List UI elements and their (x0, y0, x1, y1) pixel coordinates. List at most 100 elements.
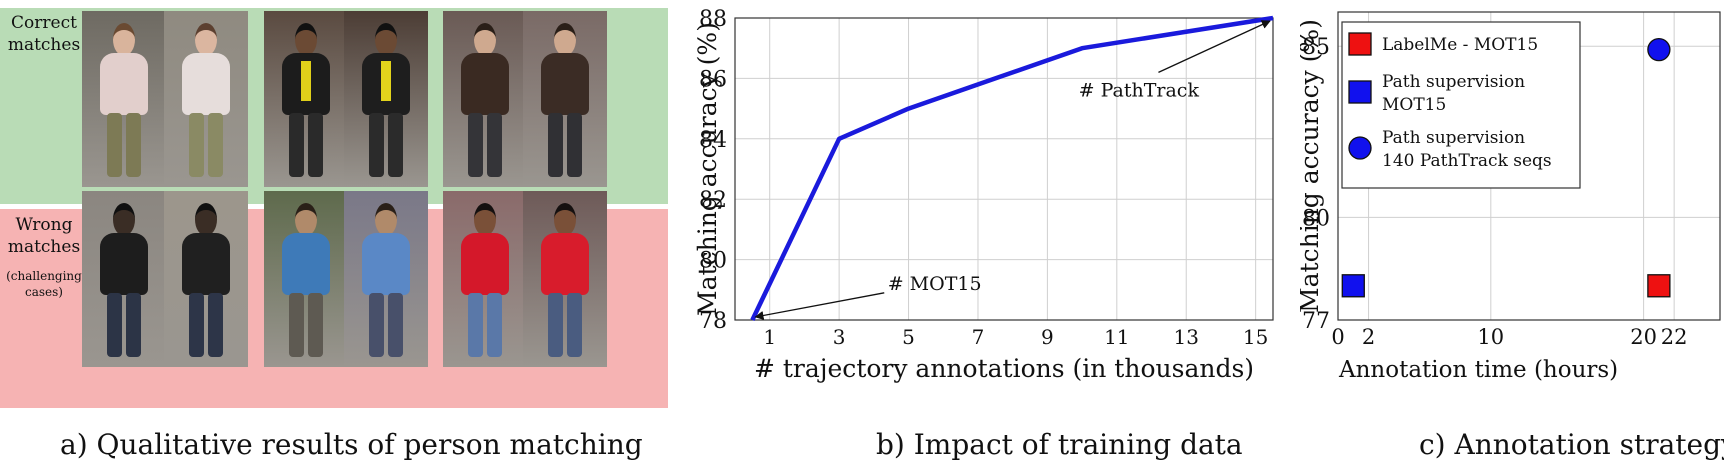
person-crop (164, 11, 248, 187)
legend-label: MOT15 (1382, 95, 1446, 115)
x-tick-label: 11 (1104, 325, 1129, 349)
person-torso (282, 233, 330, 295)
person-leg (487, 293, 502, 357)
person-crop (344, 191, 428, 367)
person-head (195, 203, 217, 236)
person-figure (276, 21, 336, 183)
panel-b-caption: b) Impact of training data (876, 428, 1243, 461)
panel-c-caption: c) Annotation strategy (1419, 428, 1724, 461)
person-figure (176, 21, 236, 183)
person-leg (107, 293, 122, 357)
person-figure (356, 201, 416, 363)
x-axis-label: Annotation time (hours) (1338, 357, 1618, 383)
x-tick-label: 22 (1661, 325, 1688, 349)
y-tick-label: 82 (699, 188, 727, 213)
legend-marker-square (1348, 32, 1372, 56)
person-figure (94, 201, 154, 363)
person-leg (468, 113, 483, 177)
person-torso (461, 53, 509, 115)
person-figure (356, 21, 416, 183)
person-head (375, 23, 397, 56)
wrong-note-line-2: cases) (25, 285, 63, 299)
person-head (474, 203, 496, 236)
scatter-point-square (1647, 274, 1671, 298)
person-torso (362, 233, 410, 295)
y-tick-label: 88 (699, 7, 727, 32)
person-crop (443, 191, 527, 367)
person-leg (126, 293, 141, 357)
person-crop (523, 191, 607, 367)
legend-label: 140 PathTrack seqs (1382, 151, 1552, 171)
legend: LabelMe - MOT15 Path supervision MOT15 Path… (1341, 21, 1581, 189)
x-tick-label: 7 (972, 325, 985, 349)
person-figure (455, 201, 515, 363)
person-leg (289, 113, 304, 177)
legend-box (1341, 21, 1581, 189)
x-tick-label: 0 (1331, 325, 1344, 349)
y-tick-label: 80 (699, 249, 727, 274)
wrong-label-line-1: Wrong (15, 215, 73, 235)
pathtrack-annotation: # PathTrack (1079, 79, 1200, 101)
person-figure (94, 21, 154, 183)
person-leg (468, 293, 483, 357)
person-leg (567, 293, 582, 357)
x-tick-label: 10 (1477, 325, 1504, 349)
person-torso (100, 233, 148, 295)
correct-label-line-1: Correct (11, 13, 77, 33)
person-leg (208, 113, 223, 177)
person-matching-panel: Correct matches Wrong matches (challengi… (0, 8, 668, 408)
person-torso (461, 233, 509, 295)
x-tick-label: 1 (763, 325, 776, 349)
person-leg (388, 293, 403, 357)
person-shirt-accent (301, 61, 311, 101)
scatter-point-circle (1647, 37, 1671, 62)
person-leg (126, 113, 141, 177)
person-torso (182, 233, 230, 295)
person-leg (289, 293, 304, 357)
y-tick-label: 85 (1302, 35, 1330, 60)
x-tick-label: 9 (1041, 325, 1054, 349)
person-torso (541, 233, 589, 295)
person-torso (100, 53, 148, 115)
person-leg (189, 113, 204, 177)
y-axis-label: Matching accuracy (%) (693, 22, 722, 316)
x-tick-label: 2 (1362, 325, 1375, 349)
person-figure (535, 201, 595, 363)
correct-matches-label: Correct matches (0, 12, 88, 56)
y-tick-label: 80 (1302, 206, 1330, 231)
person-head (375, 203, 397, 236)
y-tick-label: 77 (1302, 309, 1330, 334)
person-torso (541, 53, 589, 115)
person-leg (369, 293, 384, 357)
person-crop (82, 11, 166, 187)
x-tick-label: 3 (833, 325, 846, 349)
person-crop (82, 191, 166, 367)
person-leg (369, 113, 384, 177)
wrong-matches-label: Wrong matches (challenging cases) (0, 214, 88, 300)
person-head (113, 23, 135, 56)
person-head (554, 23, 576, 56)
legend-label: Path supervision (1382, 128, 1525, 148)
person-head (295, 203, 317, 236)
correct-label-line-2: matches (7, 35, 81, 55)
mot15-arrow (754, 292, 885, 320)
person-figure (535, 21, 595, 183)
plot-frame (734, 17, 1274, 321)
y-tick-label: 78 (699, 309, 727, 334)
wrong-label-line-2: matches (7, 237, 81, 257)
person-leg (487, 113, 502, 177)
wrong-note-line-1: (challenging (6, 269, 82, 283)
annotation-strategy-chart: 0 2 10 20 22 77 80 85 Annotation time (hours) Mat… (1300, 11, 1721, 383)
x-tick-label: 20 (1630, 325, 1657, 349)
x-tick-label: 13 (1173, 325, 1198, 349)
person-crop (344, 11, 428, 187)
x-axis-label: # trajectory annotations (in thousands) (754, 354, 1254, 383)
person-leg (548, 293, 563, 357)
wrong-note: (challenging cases) (0, 268, 88, 300)
scatter-point-square (1341, 274, 1365, 298)
y-tick-label: 86 (699, 67, 727, 92)
person-crop (523, 11, 607, 187)
series-line (750, 15, 1274, 321)
legend-label: Path supervision (1382, 72, 1525, 92)
